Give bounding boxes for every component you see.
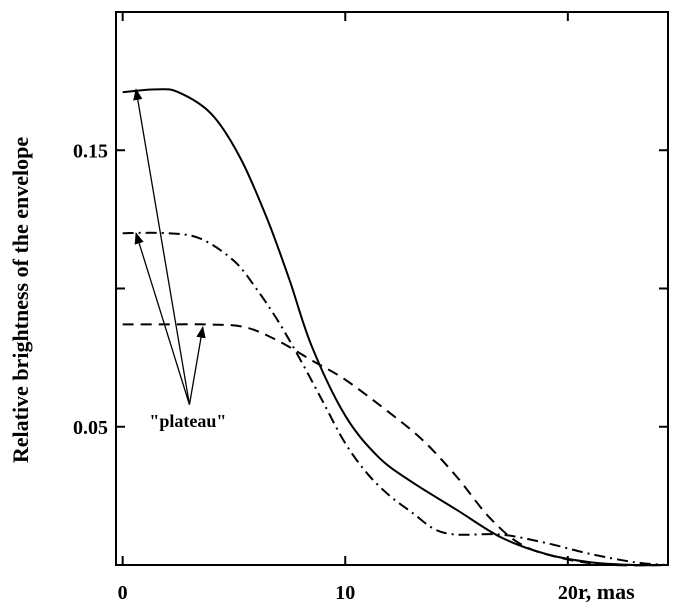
axis-ticks <box>116 12 668 565</box>
annotation-arrow-1 <box>134 232 191 405</box>
plot-frame <box>115 11 669 566</box>
x-tick-label-1: 10 <box>335 582 355 604</box>
tick-labels: 0 10 20 0.05 0.15 <box>73 140 578 604</box>
series-group <box>122 88 666 567</box>
series-line-dashdot <box>122 231 666 566</box>
annotation-arrows <box>133 88 206 405</box>
y-axis-label: Relative brightness of the envelope <box>8 137 33 464</box>
x-tick-label-2: 20 <box>558 582 578 604</box>
plateau-annotation: "plateau" <box>133 88 226 431</box>
y-tick-label-1: 0.15 <box>73 140 108 162</box>
x-tick-label-0: 0 <box>118 582 128 604</box>
y-tick-label-0: 0.05 <box>73 417 108 439</box>
series-line-solid <box>122 88 666 567</box>
x-axis-label: r, mas <box>578 579 635 604</box>
series-line-dashed <box>122 323 666 567</box>
annotation-label: "plateau" <box>149 411 226 431</box>
annotation-arrow-0 <box>133 88 191 405</box>
annotation-arrow-2 <box>188 326 206 405</box>
